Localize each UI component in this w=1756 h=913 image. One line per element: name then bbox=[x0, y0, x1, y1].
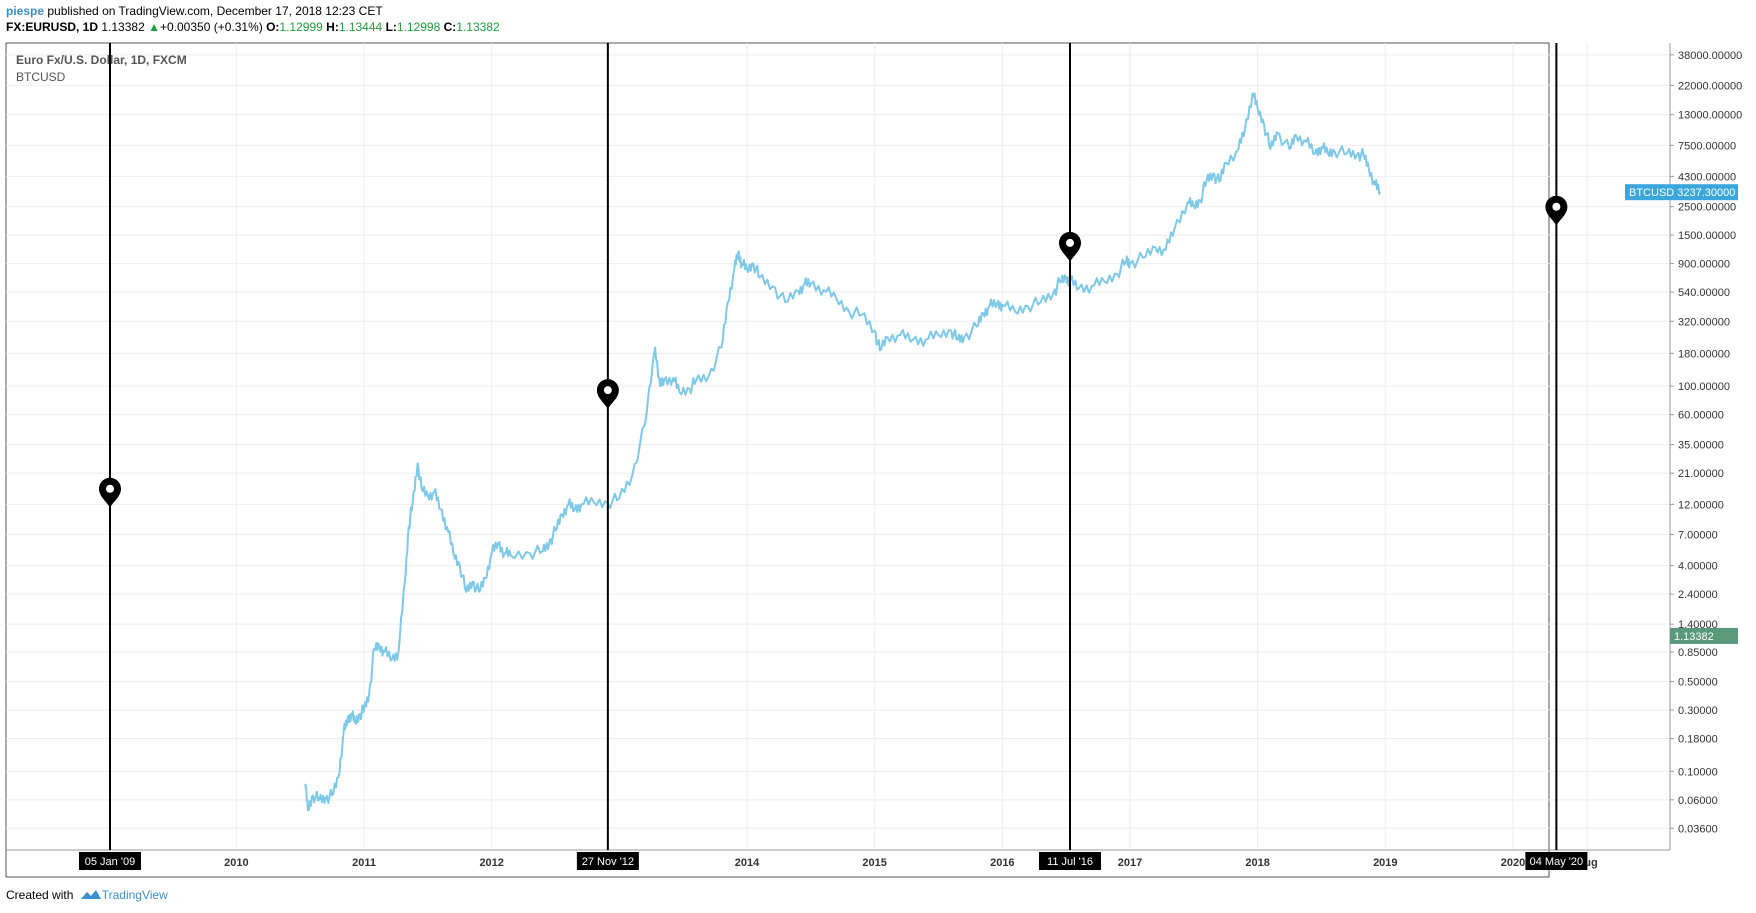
price-tick-label: 0.85000 bbox=[1678, 647, 1718, 659]
map-pin-hole-icon bbox=[603, 386, 612, 395]
grid-lines bbox=[6, 43, 1670, 850]
price-tick-label: 38000.00000 bbox=[1678, 50, 1742, 62]
time-tick-label: 2012 bbox=[479, 857, 503, 869]
high-value: 1.13444 bbox=[338, 20, 383, 34]
price-tick-label: 4.00000 bbox=[1678, 561, 1718, 573]
price-change: +0.00350 (+0.31%) bbox=[159, 20, 263, 34]
price-tick-label: 12.00000 bbox=[1678, 499, 1724, 511]
close-value: 1.13382 bbox=[456, 20, 500, 34]
price-tick-label: 1500.00000 bbox=[1678, 230, 1736, 242]
chart-frame bbox=[5, 42, 1550, 878]
last-price: 1.13382 bbox=[101, 20, 145, 34]
footer: Created with TradingView bbox=[6, 888, 168, 903]
open-label: O: bbox=[266, 20, 280, 34]
time-tick-label: 2020 bbox=[1501, 857, 1525, 869]
time-tick-label: 2015 bbox=[862, 857, 886, 869]
low-label: L: bbox=[385, 20, 397, 34]
price-tick-label: 7.00000 bbox=[1678, 529, 1718, 541]
time-tick-label: 2011 bbox=[352, 857, 376, 869]
time-tick-label: 2010 bbox=[224, 857, 248, 869]
high-label: H: bbox=[326, 20, 339, 34]
up-arrow-icon: ▲ bbox=[148, 20, 160, 34]
date-label: 04 May '20 bbox=[1530, 856, 1583, 868]
chart-header: piespe published on TradingView.com, Dec… bbox=[6, 3, 500, 35]
close-label: C: bbox=[443, 20, 457, 34]
symbol-label: FX:EURUSD, 1D bbox=[6, 20, 99, 34]
map-pin-hole-icon bbox=[1065, 238, 1074, 247]
map-pin-hole-icon bbox=[105, 484, 114, 493]
date-label-box bbox=[1525, 852, 1588, 870]
date-label: 11 Jul '16 bbox=[1047, 856, 1093, 868]
price-tick-label: 900.00000 bbox=[1678, 259, 1730, 271]
price-tick-label: 21.00000 bbox=[1678, 468, 1724, 480]
overlay-series-legend: BTCUSD bbox=[16, 70, 66, 84]
tradingview-link[interactable]: TradingView bbox=[101, 888, 168, 902]
price-tick-label: 35.00000 bbox=[1678, 440, 1724, 452]
price-tick-label: 320.00000 bbox=[1678, 316, 1730, 328]
price-tick-label: 0.10000 bbox=[1678, 766, 1718, 778]
price-tick-label: 100.00000 bbox=[1678, 381, 1730, 393]
vertical-lines-layer: 05 Jan '09 27 Nov '12 11 Jul '16 04 May '20 bbox=[78, 43, 1588, 870]
price-tick-label: 22000.00000 bbox=[1678, 80, 1742, 92]
main-series-legend: Euro Fx/U.S. Dollar, 1D, FXCM bbox=[16, 53, 187, 67]
price-tick-label: 2.40000 bbox=[1678, 589, 1718, 601]
price-tick-label: 0.50000 bbox=[1678, 677, 1718, 689]
price-tick-label: 0.18000 bbox=[1678, 734, 1718, 746]
price-axis[interactable]: 38000.00000 22000.00000 13000.00000 7500.00… bbox=[1670, 50, 1742, 835]
price-tick-label: 0.30000 bbox=[1678, 705, 1718, 717]
eurusd-price-badge bbox=[1670, 627, 1738, 644]
date-label-box bbox=[576, 852, 639, 870]
price-badge-text: BTCUSD 3237.30000 bbox=[1629, 187, 1735, 199]
time-tick-label: 2018 bbox=[1245, 857, 1269, 869]
map-pin-hole-icon bbox=[1552, 202, 1561, 211]
price-tick-label: 180.00000 bbox=[1678, 348, 1730, 360]
tradingview-logo-icon bbox=[80, 888, 102, 903]
time-axis[interactable]: 2010 2011 2012 2014 2015 2016 2017 2018 2019 2020… bbox=[224, 857, 1598, 869]
price-badges-layer: BTCUSD 3237.30000 1.13382 bbox=[1625, 184, 1738, 644]
author-link[interactable]: piespe bbox=[6, 4, 45, 18]
time-tick-label: 2017 bbox=[1118, 857, 1142, 869]
series-layer bbox=[304, 92, 1382, 812]
price-tick-label: 2500.00000 bbox=[1678, 202, 1736, 214]
price-tick-label: 13000.00000 bbox=[1678, 110, 1742, 122]
price-tick-label: 7500.00000 bbox=[1678, 140, 1736, 152]
btcusd-price-badge bbox=[1625, 184, 1738, 201]
time-tick-label: 2014 bbox=[735, 857, 760, 869]
low-value: 1.12998 bbox=[396, 20, 441, 34]
price-tick-label: 4300.00000 bbox=[1678, 171, 1736, 183]
time-tick-label: 2016 bbox=[990, 857, 1014, 869]
price-tick-label: 540.00000 bbox=[1678, 287, 1730, 299]
date-label: 27 Nov '12 bbox=[582, 856, 634, 868]
publish-line: piespe published on TradingView.com, Dec… bbox=[6, 3, 500, 19]
published-text: published on TradingView.com, December 1… bbox=[47, 4, 383, 18]
quote-line: FX:EURUSD, 1D 1.13382 ▲+0.00350 (+0.31%)… bbox=[6, 19, 500, 35]
price-badge-text: 1.13382 bbox=[1674, 631, 1714, 643]
open-value: 1.12999 bbox=[279, 20, 323, 34]
price-tick-label: 0.03600 bbox=[1678, 823, 1718, 835]
series-line-btcusd bbox=[304, 92, 1382, 812]
time-tick-label: 2019 bbox=[1373, 857, 1397, 869]
date-label-box bbox=[1038, 852, 1101, 870]
date-label: 05 Jan '09 bbox=[85, 856, 135, 868]
price-tick-label: 60.00000 bbox=[1678, 410, 1724, 422]
date-label-box bbox=[78, 852, 141, 870]
price-tick-label: 0.06000 bbox=[1678, 795, 1718, 807]
created-with-text: Created with bbox=[6, 888, 74, 902]
